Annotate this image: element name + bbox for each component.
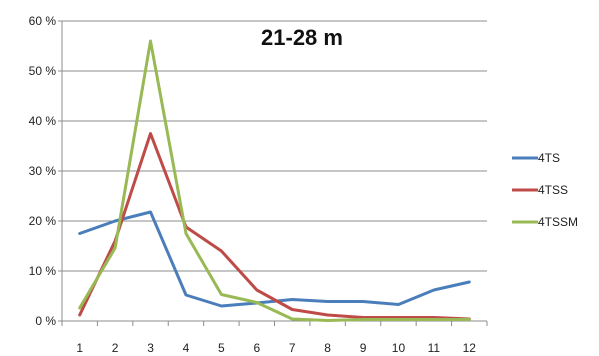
y-tick-labels: 0 % 10 % 20 % 30 % 40 % 50 % 60 % xyxy=(29,14,57,328)
x-tick-label: 9 xyxy=(360,341,367,355)
y-tick-label: 60 % xyxy=(29,14,57,28)
x-tick-label: 6 xyxy=(253,341,260,355)
x-tick-label: 10 xyxy=(392,341,406,355)
y-tick-label: 30 % xyxy=(29,164,57,178)
x-tick-label: 7 xyxy=(289,341,296,355)
x-tick-label: 12 xyxy=(463,341,477,355)
y-tick-label: 50 % xyxy=(29,64,57,78)
series-line-4tssm xyxy=(78,39,471,322)
legend-label-4tss: 4TSS xyxy=(538,183,568,197)
series-line-4tss xyxy=(78,132,471,321)
x-tick-label: 4 xyxy=(183,341,190,355)
x-tick-label: 1 xyxy=(76,341,83,355)
x-tick-label: 8 xyxy=(324,341,331,355)
legend-label-4ts: 4TS xyxy=(538,151,560,165)
legend-label-4tssm: 4TSSM xyxy=(538,215,578,229)
x-tick-label: 2 xyxy=(112,341,119,355)
axes xyxy=(58,20,488,326)
series-lines xyxy=(78,39,471,322)
x-tick-labels: 1 2 3 4 5 6 7 8 9 10 11 12 xyxy=(76,341,476,355)
legend: 4TS 4TSS 4TSSM xyxy=(512,151,578,229)
y-tick-label: 10 % xyxy=(29,264,57,278)
x-tick-label: 5 xyxy=(218,341,225,355)
gridlines xyxy=(62,20,487,272)
x-tick-label: 11 xyxy=(428,341,441,355)
chart-title: 21-28 m xyxy=(261,25,343,50)
y-tick-label: 0 % xyxy=(35,314,56,328)
y-tick-label: 20 % xyxy=(29,214,57,228)
y-tick-label: 40 % xyxy=(29,114,57,128)
series-line-4ts xyxy=(78,210,471,308)
x-tick-label: 3 xyxy=(147,341,154,355)
